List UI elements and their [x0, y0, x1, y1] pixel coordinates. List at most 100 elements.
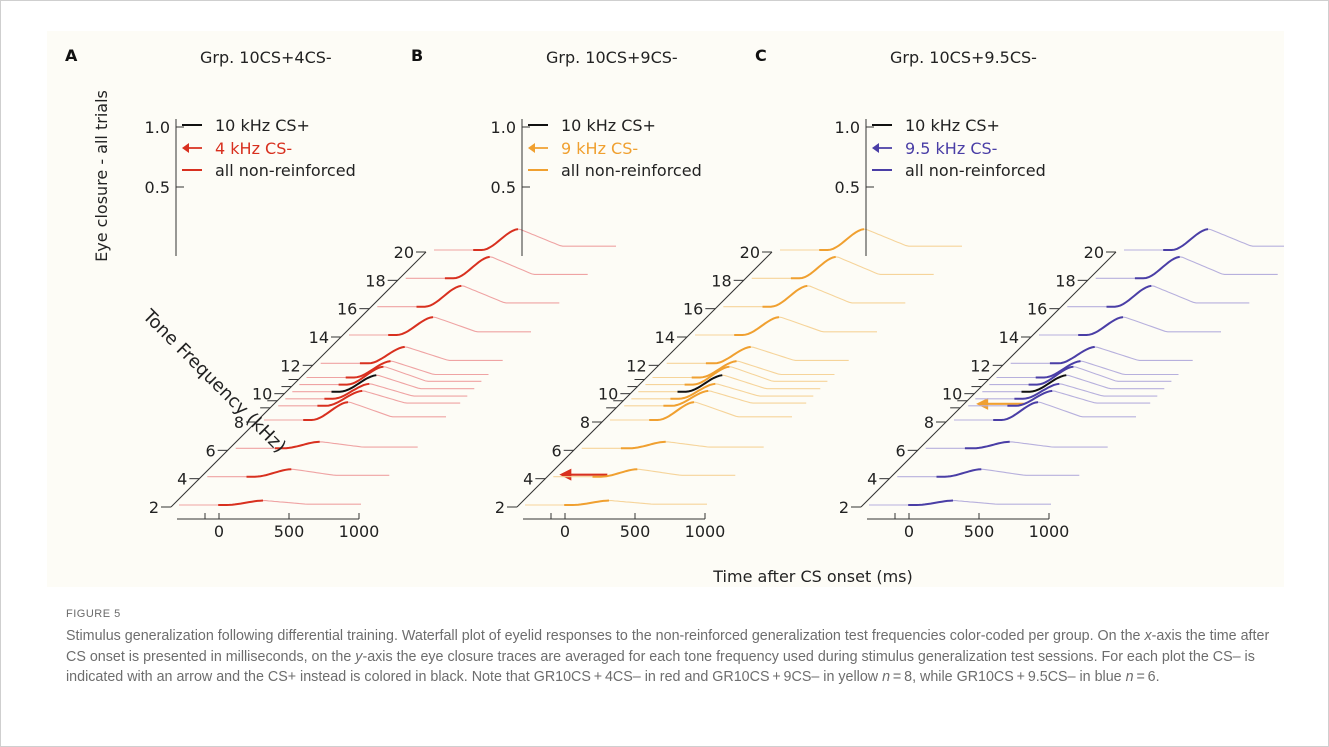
trace-cs-window: [1028, 365, 1074, 386]
panel-title: Grp. 10CS+9CS-: [546, 48, 678, 67]
frequency-axis-label: Tone Frequency (kHz): [138, 305, 290, 457]
time-tick-label: 500: [964, 522, 995, 541]
trace-cs-window: [1134, 255, 1180, 280]
frequency-tick-label: 10: [942, 385, 962, 404]
trace-cs-window: [908, 499, 954, 506]
trace-cs-window: [388, 316, 434, 336]
caption-text: -axis the time after CS onset is present…: [66, 628, 1270, 665]
time-tick-label: 1000: [339, 522, 380, 541]
cs-minus-arrow-head: [559, 468, 572, 481]
trace-tail: [751, 256, 934, 279]
trace-tail: [1010, 346, 1193, 364]
trace-cs-window: [819, 228, 865, 251]
time-tick-label: 0: [904, 522, 914, 541]
frequency-tick-label: 18: [711, 271, 731, 290]
y-tick-label: 0.5: [145, 178, 170, 197]
time-axis-label: Time after CS onset (ms): [712, 567, 912, 586]
frequency-tick-label: 14: [655, 328, 675, 347]
trace-cs-window: [964, 440, 1010, 450]
trace-cs-window: [218, 499, 264, 506]
trace-cs-window: [564, 499, 610, 506]
trace-tail: [869, 499, 1051, 506]
y-tick-label: 0.5: [491, 178, 516, 197]
trace-tail: [968, 390, 1151, 407]
caption-italic-n: n: [882, 669, 891, 685]
panel-letter: C: [755, 46, 767, 65]
trace-tail: [975, 383, 1158, 400]
frequency-tick-label: 18: [365, 271, 385, 290]
frequency-tick-label: 12: [626, 356, 646, 375]
trace-cs-window: [1007, 389, 1053, 407]
frequency-tick-label: 6: [895, 441, 905, 460]
frequency-tick-label: 8: [234, 413, 244, 432]
caption-italic-n: n: [1125, 669, 1134, 685]
trace-tail: [638, 374, 821, 393]
trace-cs-window: [303, 401, 349, 421]
trace-cs-window: [1035, 360, 1081, 379]
trace-tail: [996, 360, 1179, 379]
time-tick-label: 500: [274, 522, 305, 541]
legend-label-cs-plus: 10 kHz CS+: [905, 116, 1000, 135]
trace-cs-window: [416, 284, 462, 308]
trace-cs-window: [649, 401, 695, 421]
trace-cs-window: [670, 382, 716, 400]
y-tick-label: 1.0: [835, 118, 860, 137]
legend-label-all: all non-reinforced: [561, 161, 702, 180]
caption-italic-y: y: [355, 648, 363, 665]
trace-tail: [581, 441, 764, 449]
trace-tail: [292, 374, 475, 393]
frequency-tick-label: 14: [999, 328, 1019, 347]
time-tick-label: 0: [560, 522, 570, 541]
cs-minus-arrow-head: [976, 397, 989, 410]
frequency-tick-label: 4: [523, 470, 533, 489]
frequency-tick-label: 16: [337, 300, 357, 319]
trace-tail: [954, 401, 1136, 421]
figure-label: FIGURE 5: [66, 608, 121, 620]
trace-tail: [264, 401, 446, 421]
frequency-tick-label: 20: [394, 243, 414, 262]
caption-italic-x: x: [1144, 628, 1152, 644]
legend-arrow-head: [872, 143, 879, 153]
trace-cs-window: [1049, 345, 1095, 365]
trace-tail: [1067, 285, 1250, 308]
trace-cs-window: [1014, 382, 1060, 400]
frequency-tick-label: 14: [309, 328, 329, 347]
trace-cs-plus: [1021, 374, 1067, 393]
trace-tail: [897, 468, 1080, 478]
figure-panel: A Grp. 10CS+4CS- 1.0 0.5 20 18 16 14 12 10 8 6 4 2 0 50…: [47, 31, 1284, 587]
trace-tail: [179, 499, 361, 506]
trace-cs-window: [338, 365, 384, 386]
caption-text: = 8, while GR10CS + 9.5CS– in blue: [890, 669, 1126, 685]
frequency-tick-label: 6: [205, 441, 215, 460]
caption-text: Stimulus generalization following differ…: [66, 628, 1145, 644]
trace-cs-window: [345, 360, 391, 379]
frequency-tick-label: 12: [280, 356, 300, 375]
trace-tail: [405, 256, 588, 279]
trace-tail: [434, 228, 616, 251]
legend-label-cs-plus: 10 kHz CS+: [561, 116, 656, 135]
legend-arrow-head: [182, 143, 189, 153]
y-axis-label: Eye closure - all trials: [92, 90, 111, 262]
frequency-tick-label: 10: [252, 385, 272, 404]
trace-tail: [349, 316, 531, 336]
trace-cs-window: [1163, 228, 1209, 251]
frequency-tick-label: 8: [580, 413, 590, 432]
trace-cs-window: [993, 401, 1039, 421]
trace-cs-window: [705, 345, 751, 365]
trace-cs-window: [274, 440, 320, 450]
frequency-tick-label: 20: [740, 243, 760, 262]
caption-text: = 6.: [1133, 669, 1160, 685]
frequency-tick-label: 4: [867, 470, 877, 489]
trace-tail: [631, 383, 814, 400]
trace-tail: [666, 346, 849, 364]
frequency-tick-label: 12: [970, 356, 990, 375]
trace-tail: [278, 390, 461, 407]
trace-cs-window: [684, 365, 730, 386]
trace-cs-window: [317, 389, 363, 407]
trace-cs-plus: [331, 374, 377, 393]
y-tick-label: 0.5: [835, 178, 860, 197]
frequency-tick-label: 16: [683, 300, 703, 319]
legend-label-all: all non-reinforced: [905, 161, 1046, 180]
time-tick-label: 1000: [1029, 522, 1070, 541]
